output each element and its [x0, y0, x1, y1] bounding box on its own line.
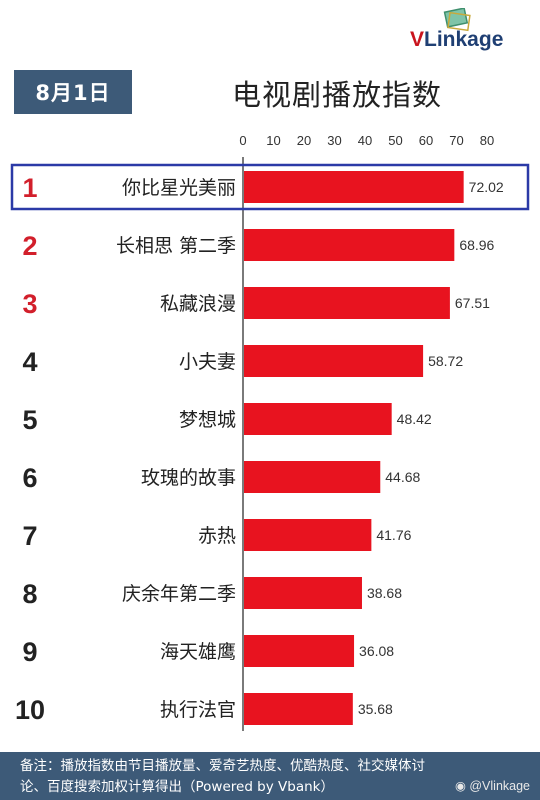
value-label: 67.51: [455, 295, 490, 311]
rank-number: 10: [15, 695, 45, 725]
bar: [244, 519, 372, 551]
category-label: 长相思 第二季: [116, 235, 236, 257]
brand-first-letter: V: [410, 28, 425, 51]
bar: [244, 461, 381, 493]
rank-number: 9: [22, 637, 37, 667]
rank-number: 4: [22, 347, 37, 377]
rank-number: 3: [22, 289, 37, 319]
rank-number: 5: [22, 405, 37, 435]
date-badge: 8月1日: [14, 70, 132, 114]
value-label: 44.68: [385, 469, 420, 485]
value-label: 58.72: [428, 353, 463, 369]
category-label: 你比星光美丽: [122, 177, 236, 199]
category-label: 私藏浪漫: [160, 293, 236, 315]
brand-name: VLinkage: [410, 28, 503, 52]
rank-number: 7: [22, 521, 37, 551]
footer-note: 备注：播放指数由节目播放量、爱奇艺热度、优酷热度、社交媒体讨 论、百度搜索加权计…: [0, 752, 540, 800]
brand-rest: Linkage: [424, 28, 504, 51]
bar: [244, 693, 353, 725]
category-label: 玫瑰的故事: [141, 467, 236, 489]
bar: [244, 229, 455, 261]
rank-number: 2: [22, 231, 37, 261]
highlight-box: [10, 163, 530, 211]
bar: [244, 635, 355, 667]
bar: [244, 577, 362, 609]
value-label: 72.02: [469, 179, 504, 195]
value-label: 35.68: [358, 701, 393, 717]
x-tick-label: 60: [419, 133, 433, 148]
bar: [244, 171, 464, 203]
category-label: 小夫妻: [179, 351, 236, 373]
category-label: 赤热: [198, 525, 236, 547]
rank-number: 6: [22, 463, 37, 493]
category-label: 执行法官: [160, 699, 236, 721]
brand-logo-icon: [443, 8, 471, 32]
value-label: 38.68: [367, 585, 402, 601]
footer-note-line2: 论、百度搜索加权计算得出（Powered by Vbank）: [20, 779, 334, 795]
weibo-handle: ◉ @Vlinkage: [455, 776, 530, 797]
category-label: 海天雄鹰: [160, 641, 236, 663]
x-tick-label: 30: [327, 133, 341, 148]
x-tick-label: 0: [239, 133, 246, 148]
value-label: 36.08: [359, 643, 394, 659]
x-tick-label: 20: [297, 133, 311, 148]
value-label: 41.76: [376, 527, 411, 543]
x-tick-label: 40: [358, 133, 372, 148]
x-tick-label: 70: [449, 133, 463, 148]
bar: [244, 345, 424, 377]
category-label: 梦想城: [179, 409, 236, 431]
bar: [244, 287, 450, 319]
rank-number: 8: [22, 579, 37, 609]
weibo-handle-text: @Vlinkage: [469, 779, 530, 793]
weibo-icon: ◉: [454, 779, 466, 793]
category-label: 庆余年第二季: [122, 583, 236, 605]
page-title: 电视剧播放指数: [232, 78, 443, 112]
x-tick-label: 10: [266, 133, 280, 148]
value-label: 48.42: [397, 411, 432, 427]
rank-number: 1: [22, 173, 37, 203]
value-label: 68.96: [459, 237, 494, 253]
bar: [244, 403, 392, 435]
x-tick-label: 80: [480, 133, 494, 148]
footer-note-line1: 备注：播放指数由节目播放量、爱奇艺热度、优酷热度、社交媒体讨: [20, 758, 425, 774]
bar-chart: 0 10 20 30 40 50 60 70 80 1 你比星光美丽 72.02 2 长相思 第二季 68.…: [10, 133, 530, 731]
x-tick-label: 50: [388, 133, 402, 148]
